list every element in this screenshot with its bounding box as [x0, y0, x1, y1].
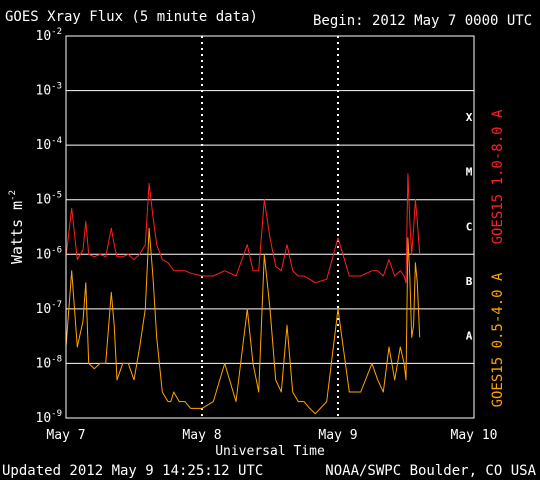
x-tick-labels: May 7 May 8 May 9 May 10: [46, 428, 497, 443]
y-axis-label-superscript: -2: [8, 190, 18, 201]
flare-class-a: A: [466, 329, 473, 342]
x-tick-label: May 9: [318, 428, 357, 443]
updated-timestamp: Updated 2012 May 9 14:25:12 UTC: [2, 463, 263, 479]
y-tick-label: 10-4: [36, 136, 63, 153]
flare-class-c: C: [466, 220, 473, 233]
y-tick-exponent: -4: [51, 136, 62, 146]
y-tick-label: 10-5: [36, 191, 63, 208]
plot-frame: [65, 35, 475, 419]
series-line-short-channel: [65, 227, 421, 415]
series-layer: [65, 173, 421, 415]
y-tick-exponent: -5: [51, 191, 62, 201]
y-tick-label: 10-6: [36, 245, 63, 262]
flare-class-b: B: [466, 275, 473, 288]
x-tick-label: May 7: [46, 428, 85, 443]
y-tick-base: 10: [36, 29, 52, 44]
flare-class-x: X: [466, 111, 473, 124]
y-tick-base: 10: [36, 247, 52, 262]
chart-title: GOES Xray Flux (5 minute data): [5, 9, 258, 25]
x-tick-label: May 8: [182, 428, 221, 443]
y-tick-exponent: -6: [51, 245, 62, 255]
y-axis-label: Watts m-2: [8, 190, 26, 264]
y-tick-exponent: -8: [51, 354, 62, 364]
y-tick-base: 10: [36, 356, 52, 371]
y-tick-base: 10: [36, 193, 52, 208]
y-tick-exponent: -2: [51, 27, 62, 37]
y-axis-label-text: Watts m: [8, 201, 26, 264]
legend-short-channel: GOES15 0.5-4.0 A: [490, 272, 506, 407]
y-tick-label: 10-2: [36, 27, 63, 44]
series-line-long-channel: [65, 173, 421, 284]
legend-long-channel: GOES15 1.0-8.0 A: [490, 109, 506, 244]
y-tick-labels: 10-910-810-710-610-510-410-310-2: [36, 27, 63, 426]
y-tick-base: 10: [36, 302, 52, 317]
x-tick-label: May 10: [451, 428, 498, 443]
x-axis-label: Universal Time: [215, 444, 325, 459]
y-tick-base: 10: [36, 84, 52, 99]
y-tick-label: 10-3: [36, 82, 63, 99]
flare-class-m: M: [466, 166, 473, 179]
y-tick-exponent: -3: [51, 82, 62, 92]
flare-class-labels: A B C M X: [466, 111, 473, 342]
y-tick-label: 10-9: [36, 409, 63, 426]
y-tick-exponent: -7: [51, 300, 62, 310]
y-tick-base: 10: [36, 138, 52, 153]
credit-label: NOAA/SWPC Boulder, CO USA: [325, 463, 536, 479]
y-tick-base: 10: [36, 411, 52, 426]
y-tick-exponent: -9: [51, 409, 62, 419]
begin-label: Begin: 2012 May 7 0000 UTC: [313, 13, 532, 29]
y-tick-label: 10-7: [36, 300, 63, 317]
y-tick-label: 10-8: [36, 354, 63, 371]
